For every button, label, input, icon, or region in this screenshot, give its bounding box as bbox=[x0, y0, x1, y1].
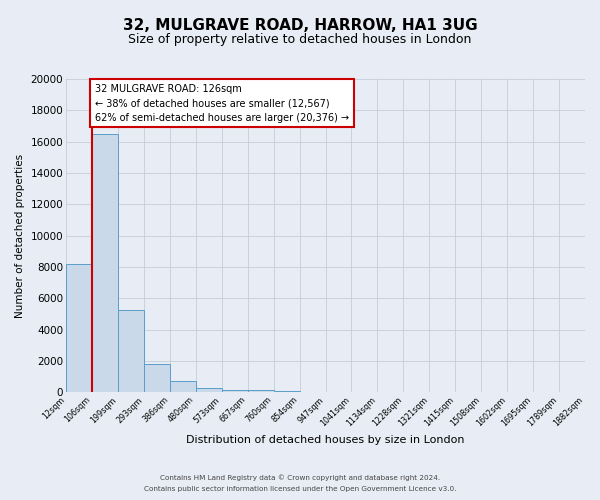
Text: Contains HM Land Registry data © Crown copyright and database right 2024.: Contains HM Land Registry data © Crown c… bbox=[160, 474, 440, 481]
Text: 32 MULGRAVE ROAD: 126sqm
← 38% of detached houses are smaller (12,567)
62% of se: 32 MULGRAVE ROAD: 126sqm ← 38% of detach… bbox=[95, 84, 349, 122]
Bar bbox=[222, 390, 248, 392]
Bar bbox=[144, 364, 170, 392]
Text: 32, MULGRAVE ROAD, HARROW, HA1 3UG: 32, MULGRAVE ROAD, HARROW, HA1 3UG bbox=[122, 18, 478, 32]
Bar bbox=[248, 390, 274, 392]
Bar bbox=[170, 380, 196, 392]
Bar bbox=[92, 134, 118, 392]
Text: Contains public sector information licensed under the Open Government Licence v3: Contains public sector information licen… bbox=[144, 486, 456, 492]
Text: Size of property relative to detached houses in London: Size of property relative to detached ho… bbox=[128, 32, 472, 46]
Y-axis label: Number of detached properties: Number of detached properties bbox=[15, 154, 25, 318]
X-axis label: Distribution of detached houses by size in London: Distribution of detached houses by size … bbox=[186, 435, 465, 445]
Bar bbox=[118, 310, 144, 392]
Bar bbox=[274, 391, 299, 392]
Bar bbox=[66, 264, 92, 392]
Bar bbox=[196, 388, 222, 392]
